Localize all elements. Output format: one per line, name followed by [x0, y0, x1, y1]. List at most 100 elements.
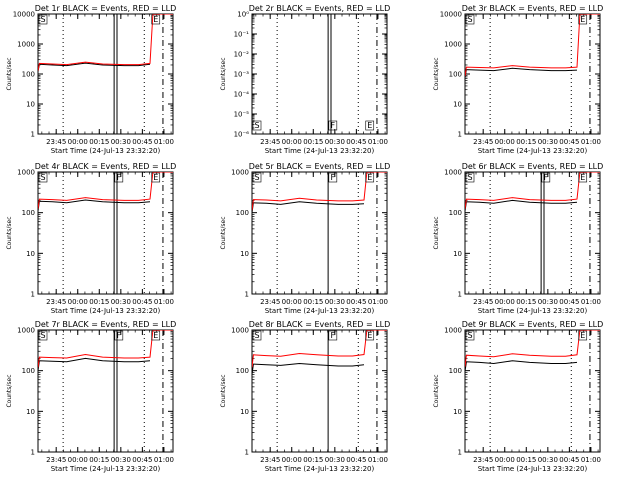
x-tick-label: 00:30: [111, 456, 131, 464]
marker-box: [328, 172, 338, 183]
marker-label: E: [580, 15, 585, 24]
x-tick-label: 00:30: [111, 138, 131, 146]
x-tick-label: 01:00: [368, 456, 388, 464]
marker-label: E: [580, 173, 585, 182]
plot-frame: [37, 13, 174, 135]
marker-label: F: [544, 173, 549, 182]
y-tick-label: 10: [240, 408, 249, 416]
x-tick-label: 23:45: [46, 298, 66, 306]
marker-box: [328, 330, 338, 341]
y-tick-label: 10: [26, 250, 35, 258]
marker-label: S: [40, 331, 45, 340]
y-tick-label: 100: [236, 209, 249, 217]
y-tick-label: 10⁰: [237, 11, 249, 19]
x-tick-label: 00:45: [132, 456, 152, 464]
y-tick-label: 10: [453, 101, 462, 109]
x-axis-label: Start Time (24-Jul-13 23:32:20): [478, 147, 588, 155]
plot-frame: [37, 171, 174, 295]
marker-label: E: [153, 173, 158, 182]
x-tick-label: 00:15: [303, 138, 323, 146]
x-tick-label: 01:00: [368, 138, 388, 146]
y-tick-label: 100: [449, 71, 462, 79]
marker-label: S: [254, 121, 259, 130]
marker-f: F: [328, 172, 338, 183]
y-tick-label: 1000: [231, 169, 249, 177]
x-axis-label: Start Time (24-Jul-13 23:32:20): [51, 465, 161, 473]
events-series-line: [38, 357, 151, 371]
x-tick-label: 01:00: [154, 138, 174, 146]
marker-s: S: [38, 172, 48, 183]
x-tick-label: 00:30: [111, 298, 131, 306]
x-tick-label: 00:00: [495, 138, 515, 146]
events-series-line: [38, 62, 151, 72]
y-tick-label: 10000: [440, 11, 462, 19]
marker-f: F: [114, 172, 124, 183]
x-axis-label: Start Time (24-Jul-13 23:32:20): [265, 147, 375, 155]
y-tick-label: 1: [245, 291, 249, 299]
x-tick-label: 00:15: [516, 298, 536, 306]
marker-box: [578, 330, 588, 341]
x-tick-label: 00:00: [495, 298, 515, 306]
x-tick-label: 23:45: [260, 456, 280, 464]
y-tick-label: 1: [31, 291, 35, 299]
y-tick-label: 10⁻¹: [234, 31, 250, 39]
x-tick-label: 00:15: [516, 456, 536, 464]
marker-e: E: [365, 120, 375, 131]
y-tick-label: 10000: [13, 11, 35, 19]
marker-e: E: [578, 172, 588, 183]
events-series-line: [465, 67, 578, 78]
x-tick-label: 00:45: [346, 138, 366, 146]
x-tick-label: 23:45: [260, 298, 280, 306]
lld-series-line: [465, 330, 600, 367]
panel-det-5: Det 5r BLACK = Events, RED = LLD Counts/s…: [220, 162, 390, 315]
y-tick-label: 10: [453, 250, 462, 258]
x-tick-label: 00:00: [68, 456, 88, 464]
marker-box: [38, 330, 48, 341]
marker-s: S: [38, 14, 48, 25]
x-tick-label: 00:00: [282, 138, 302, 146]
marker-box: [38, 172, 48, 183]
marker-s: S: [252, 172, 262, 183]
x-tick-label: 00:45: [346, 456, 366, 464]
marker-label: S: [467, 331, 472, 340]
x-tick-label: 00:00: [282, 456, 302, 464]
lld-series-line: [252, 330, 387, 368]
marker-label: S: [467, 15, 472, 24]
panel-title: Det 6r BLACK = Events, RED = LLD: [462, 162, 604, 171]
x-tick-label: 00:00: [282, 298, 302, 306]
marker-e: E: [365, 172, 375, 183]
marker-label: E: [153, 15, 158, 24]
x-tick-label: 01:00: [154, 298, 174, 306]
marker-label: E: [580, 331, 585, 340]
lld-series-line: [465, 172, 600, 209]
y-tick-label: 10: [26, 408, 35, 416]
y-axis-label: Counts/sec: [220, 57, 227, 90]
marker-label: F: [117, 173, 122, 182]
marker-s: S: [465, 14, 475, 25]
lld-series-line: [38, 172, 173, 209]
marker-box: [151, 14, 161, 25]
marker-box: [151, 172, 161, 183]
x-tick-label: 00:00: [68, 138, 88, 146]
plot-frame: [464, 13, 601, 135]
marker-box: [252, 120, 262, 131]
marker-s: S: [465, 330, 475, 341]
y-tick-label: 1000: [17, 169, 35, 177]
x-tick-label: 00:30: [325, 138, 345, 146]
y-tick-label: 100: [22, 71, 35, 79]
marker-s: S: [252, 330, 262, 341]
marker-box: [578, 172, 588, 183]
x-tick-label: 00:45: [559, 456, 579, 464]
marker-box: [114, 172, 124, 183]
panel-title: Det 9r BLACK = Events, RED = LLD: [462, 320, 604, 329]
y-axis-label: Counts/sec: [6, 57, 13, 90]
y-axis-label: Counts/sec: [433, 216, 440, 249]
marker-box: [365, 172, 375, 183]
y-tick-label: 10⁻⁵: [234, 111, 250, 119]
x-tick-label: 00:45: [132, 298, 152, 306]
y-tick-label: 1: [245, 449, 249, 457]
x-axis-label: Start Time (24-Jul-13 23:32:20): [265, 465, 375, 473]
x-tick-label: 01:00: [581, 138, 601, 146]
events-series-line: [38, 199, 151, 212]
